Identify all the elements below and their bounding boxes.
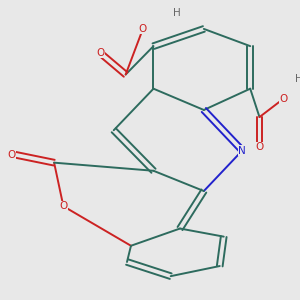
Text: O: O <box>8 150 16 160</box>
Text: O: O <box>96 48 105 58</box>
Text: O: O <box>139 24 147 34</box>
Text: O: O <box>255 142 264 152</box>
Text: N: N <box>238 146 246 155</box>
Text: O: O <box>279 94 287 104</box>
Text: H: H <box>173 8 181 18</box>
Text: O: O <box>59 201 68 211</box>
Text: H: H <box>296 74 300 84</box>
